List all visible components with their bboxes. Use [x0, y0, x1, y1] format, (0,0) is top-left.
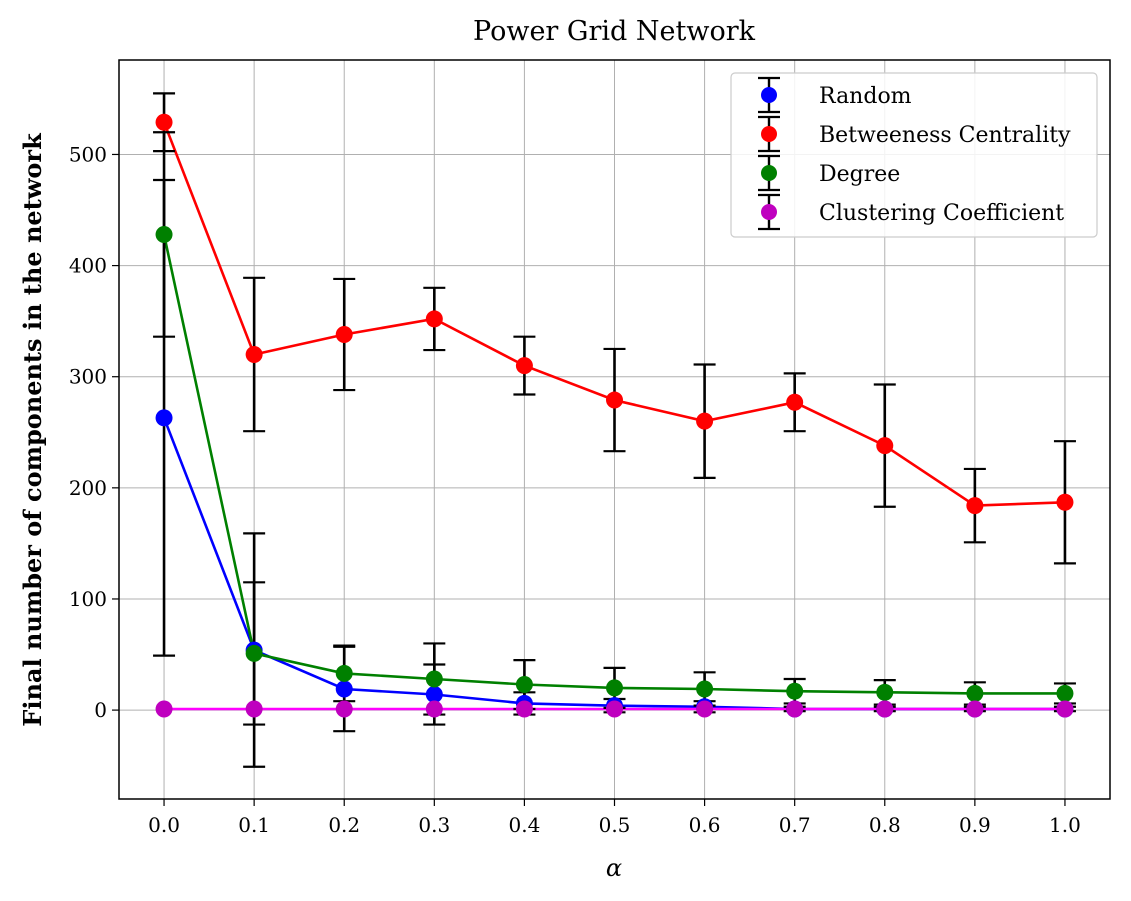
- data-point-degree: [335, 664, 353, 682]
- data-point-betweeness-centrality: [515, 357, 533, 375]
- data-point-clustering-coefficient: [876, 700, 894, 718]
- y-tick-label: 100: [69, 587, 107, 611]
- data-point-clustering-coefficient: [1056, 700, 1074, 718]
- series-markers: [155, 113, 1074, 718]
- data-point-degree: [696, 680, 714, 698]
- legend-marker-random: [761, 87, 777, 103]
- x-axis-label: α: [606, 854, 622, 882]
- data-point-random: [155, 409, 173, 427]
- data-point-betweeness-centrality: [786, 393, 804, 411]
- y-axis-label: Final number of components in the networ…: [18, 132, 47, 727]
- legend-marker-degree: [761, 165, 777, 181]
- data-point-betweeness-centrality: [696, 412, 714, 430]
- x-tick-label: 0.5: [599, 813, 631, 837]
- data-point-betweeness-centrality: [606, 391, 623, 409]
- data-point-clustering-coefficient: [425, 700, 443, 718]
- y-tick-label: 300: [69, 365, 107, 389]
- data-point-clustering-coefficient: [155, 700, 173, 718]
- x-tick-label: 1.0: [1049, 813, 1081, 837]
- data-point-clustering-coefficient: [245, 700, 263, 718]
- x-tick-label: 0.4: [509, 813, 541, 837]
- data-point-degree: [606, 679, 623, 697]
- legend: Random Betweeness Centrality Degree Cluster…: [730, 72, 1098, 238]
- data-point-degree: [966, 684, 984, 702]
- data-point-degree: [515, 676, 533, 694]
- data-point-clustering-coefficient: [696, 700, 714, 718]
- axis-ticks: 0.0 0.1 0.2 0.3 0.4 0.5 0.6 0.7 0.8 0.9 1.0 0 100 200…: [69, 142, 1081, 837]
- data-point-betweeness-centrality: [245, 345, 263, 363]
- y-tick-label: 500: [69, 142, 107, 166]
- x-tick-label: 0.9: [959, 813, 991, 837]
- data-point-degree: [876, 683, 894, 701]
- data-point-betweeness-centrality: [1056, 493, 1074, 511]
- data-point-betweeness-centrality: [155, 113, 173, 131]
- data-point-degree: [1056, 684, 1074, 702]
- data-point-clustering-coefficient: [786, 700, 804, 718]
- x-tick-label: 0.0: [148, 813, 180, 837]
- legend-box: [730, 72, 1098, 238]
- data-point-betweeness-centrality: [876, 437, 894, 455]
- y-tick-label: 200: [69, 476, 107, 500]
- legend-marker-clustering-coefficient: [761, 204, 777, 220]
- legend-label-betweeness-centrality: Betweeness Centrality: [819, 123, 1071, 148]
- y-tick-label: 400: [69, 254, 107, 278]
- data-point-clustering-coefficient: [515, 700, 533, 718]
- data-point-degree: [245, 644, 263, 662]
- y-tick-label: 0: [94, 698, 107, 722]
- x-tick-label: 0.2: [328, 813, 360, 837]
- data-point-degree: [425, 670, 443, 688]
- data-point-random: [335, 680, 353, 698]
- data-point-degree: [155, 225, 173, 243]
- data-point-degree: [786, 682, 804, 700]
- data-point-clustering-coefficient: [966, 700, 984, 718]
- legend-label-clustering-coefficient: Clustering Coefficient: [819, 201, 1064, 226]
- legend-label-degree: Degree: [819, 162, 900, 187]
- data-point-clustering-coefficient: [606, 700, 623, 718]
- x-tick-label: 0.3: [418, 813, 450, 837]
- chart-title: Power Grid Network: [473, 16, 756, 47]
- x-tick-label: 0.6: [689, 813, 721, 837]
- legend-marker-betweeness-centrality: [761, 126, 777, 142]
- data-point-betweeness-centrality: [335, 325, 353, 343]
- data-point-clustering-coefficient: [335, 700, 353, 718]
- data-point-betweeness-centrality: [425, 310, 443, 328]
- legend-label-random: Random: [819, 84, 912, 109]
- x-tick-label: 0.7: [779, 813, 811, 837]
- data-point-random: [425, 686, 443, 704]
- data-point-betweeness-centrality: [966, 497, 984, 515]
- x-tick-label: 0.8: [869, 813, 901, 837]
- x-tick-label: 0.1: [238, 813, 270, 837]
